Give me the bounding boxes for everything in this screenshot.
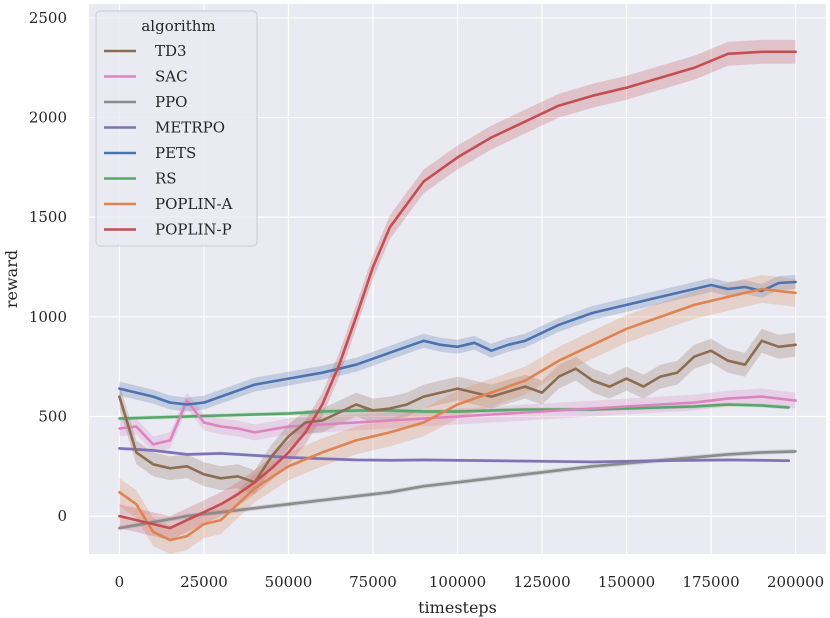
y-tick-label: 2000 [29, 109, 67, 127]
band-td3 [119, 328, 796, 495]
y-tick-label: 2500 [29, 9, 67, 27]
y-tick-label: 0 [57, 507, 67, 525]
legend-label-poplin-p: POPLIN-P [155, 221, 232, 239]
legend-label-metrpo: METRPO [155, 119, 225, 137]
x-tick-label: 125000 [513, 573, 570, 591]
y-tick-label: 1500 [29, 208, 67, 226]
series-lines [118, 50, 797, 542]
y-tick-labels: 0 500 1000 1500 2000 2500 [29, 9, 67, 525]
legend-label-td3: TD3 [155, 42, 187, 60]
x-tick-label: 150000 [598, 573, 655, 591]
x-tick-label: 175000 [682, 573, 739, 591]
legend-box [95, 10, 258, 247]
line-poplin-p [118, 50, 797, 530]
y-tick-label: 500 [38, 408, 67, 426]
x-tick-label: 50000 [265, 573, 313, 591]
y-axis-label: reward [2, 250, 21, 308]
line-td3 [118, 339, 797, 484]
legend-label-rs: RS [155, 170, 177, 188]
legend: algorithm TD3 SAC PPO METRPO PETS RS POPLIN-A PO… [95, 10, 258, 247]
x-tick-label: 0 [115, 573, 125, 591]
line-pets [118, 280, 797, 406]
legend-label-sac: SAC [155, 68, 188, 86]
legend-label-poplin-a: POPLIN-A [155, 195, 233, 213]
band-poplin-a [119, 275, 796, 554]
x-tick-label: 200000 [767, 573, 824, 591]
line-metrpo [118, 447, 791, 464]
legend-label-pets: PETS [155, 144, 196, 162]
x-tick-label: 25000 [180, 573, 228, 591]
y-tick-label: 1000 [29, 308, 67, 326]
legend-title: algorithm [141, 17, 215, 35]
line-sac [118, 395, 797, 446]
x-axis-label: timesteps [418, 598, 497, 617]
line-rs [118, 403, 791, 420]
legend-label-ppo: PPO [155, 93, 187, 111]
line-poplin-a [118, 287, 797, 542]
x-tick-label: 75000 [349, 573, 397, 591]
x-tick-labels: 0 25000 50000 75000 100000 125000 150000 175000… [115, 573, 825, 591]
band-sac [119, 388, 796, 453]
x-tick-label: 100000 [429, 573, 486, 591]
